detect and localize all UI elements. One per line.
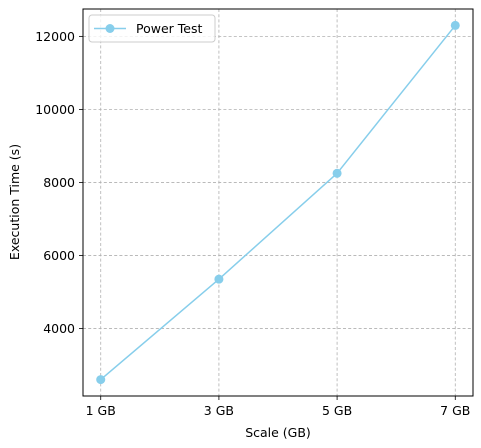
legend-box (88, 14, 216, 43)
plot-frame (82, 8, 474, 397)
y-tick-label: 6000 (43, 248, 75, 263)
x-tick-label: 5 GB (322, 403, 352, 418)
x-tick-label: 3 GB (204, 403, 234, 418)
data-point (332, 168, 342, 178)
y-tick-label: 4000 (43, 321, 75, 336)
legend: Power Test (88, 14, 216, 43)
data-point (96, 375, 106, 385)
data-point (214, 274, 224, 284)
y-tick-label: 10000 (35, 102, 75, 117)
y-tick-label: 12000 (35, 29, 75, 44)
data-point (450, 20, 460, 30)
y-axis-title: Execution Time (s) (7, 144, 22, 260)
series-layer (96, 20, 460, 385)
x-axis-title: Scale (GB) (245, 425, 311, 440)
legend-marker (105, 24, 115, 33)
x-tick-label: 1 GB (86, 403, 116, 418)
axis-ticks: 1 GB 3 GB 5 GB 7 GB 4000 6000 8000 10000 12000 (35, 29, 470, 418)
x-tick-label: 7 GB (440, 403, 470, 418)
plot-area (83, 9, 473, 396)
legend-label: Power Test (136, 21, 202, 36)
y-tick-label: 8000 (43, 175, 75, 190)
series-line (100, 24, 456, 381)
